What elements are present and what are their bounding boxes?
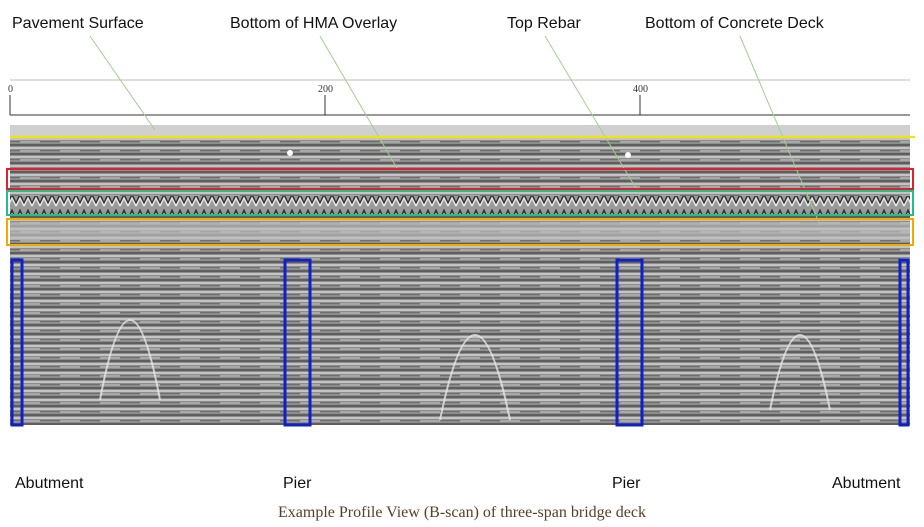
scan-image bbox=[10, 125, 910, 425]
ruler-label: 200 bbox=[318, 84, 333, 95]
support-box bbox=[615, 258, 644, 427]
annotations bbox=[6, 136, 915, 427]
label: Abutment bbox=[832, 475, 901, 492]
label: Pier bbox=[612, 475, 641, 492]
label: Top Rebar bbox=[507, 15, 581, 32]
top-labels: Pavement Surface Bottom of HMA Overlay T… bbox=[12, 15, 825, 32]
rebar-band bbox=[10, 196, 910, 214]
label: Bottom of HMA Overlay bbox=[230, 15, 397, 32]
label: Bottom of Concrete Deck bbox=[645, 15, 825, 32]
ruler-label: 0 bbox=[8, 84, 13, 95]
label: Abutment bbox=[15, 475, 84, 492]
hyperbolas bbox=[99, 319, 831, 421]
scan-band bbox=[10, 222, 910, 240]
bottom-labels: Abutment Pier Pier Abutment bbox=[15, 475, 901, 492]
label: Pavement Surface bbox=[12, 15, 144, 32]
ruler-label: 400 bbox=[633, 84, 648, 95]
support-box bbox=[10, 258, 24, 427]
reflection bbox=[287, 150, 293, 156]
caption: Example Profile View (B-scan) of three-s… bbox=[278, 504, 646, 521]
rebar-box bbox=[6, 190, 914, 216]
support-box bbox=[283, 258, 312, 427]
hma-box bbox=[6, 168, 914, 190]
scan-band bbox=[10, 125, 910, 137]
deck-box bbox=[6, 218, 914, 246]
ruler: 0 200 400 bbox=[8, 79, 910, 116]
leader-lines bbox=[89, 35, 821, 226]
label: Pier bbox=[283, 475, 312, 492]
support-box bbox=[898, 258, 910, 427]
reflection bbox=[625, 152, 631, 158]
b-scan bbox=[10, 125, 910, 425]
